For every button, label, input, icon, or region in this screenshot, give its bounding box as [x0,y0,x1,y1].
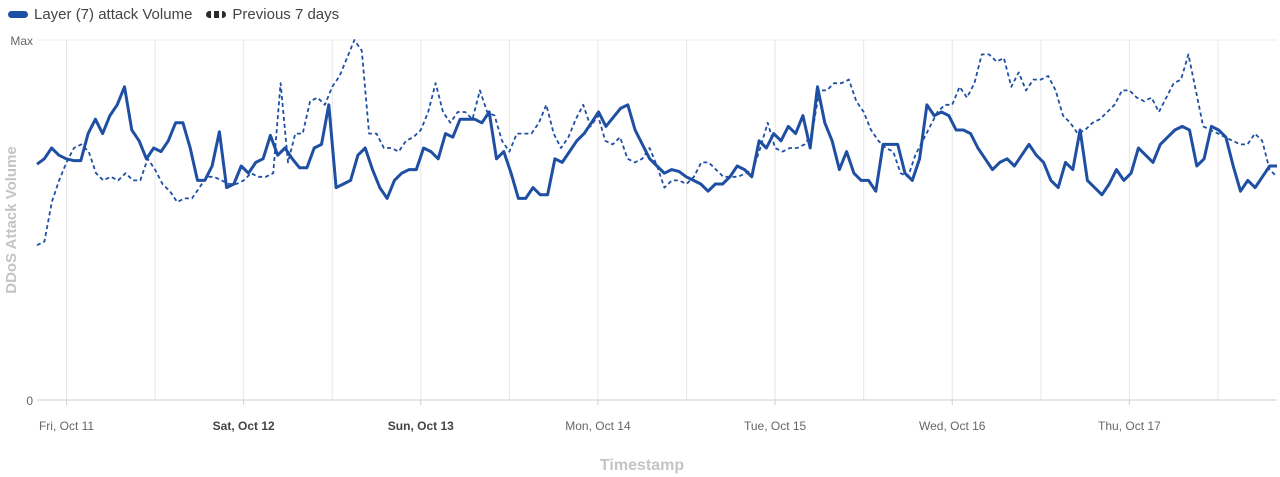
dotted-line-swatch-icon [206,10,227,18]
legend-item-layer7[interactable]: Layer (7) attack Volume [8,6,192,23]
x-tick-label-3: Mon, Oct 14 [565,419,631,433]
x-tick-label-1: Sat, Oct 12 [213,419,275,433]
chart-legend: Layer (7) attack Volume Previous 7 days [8,2,339,26]
legend-item-previous[interactable]: Previous 7 days [206,6,339,23]
x-axis-label: Timestamp [600,457,684,474]
series-lines [36,39,1278,247]
legend-label-previous: Previous 7 days [232,5,340,23]
x-tick-label-4: Tue, Oct 15 [744,419,807,433]
x-tick-label-5: Wed, Oct 16 [919,419,986,433]
y-tick-max: Max [10,34,33,48]
series-line-previous-7-days [36,39,1278,247]
x-tick-labels: Fri, Oct 11 Sat, Oct 12 Sun, Oct 13 Mon, Oc… [39,400,1161,433]
y-tick-zero: 0 [26,394,33,408]
x-tick-label-6: Thu, Oct 17 [1098,419,1161,433]
y-axis-label: DDoS Attack Volume [3,146,20,294]
x-tick-label-0: Fri, Oct 11 [39,419,94,433]
x-tick-label-2: Sun, Oct 13 [388,419,454,433]
solid-line-swatch-icon [8,10,28,18]
vertical-gridlines [66,40,1219,400]
legend-label-layer7: Layer (7) attack Volume [34,5,193,23]
series-line-layer7-attack-volume [36,85,1277,200]
